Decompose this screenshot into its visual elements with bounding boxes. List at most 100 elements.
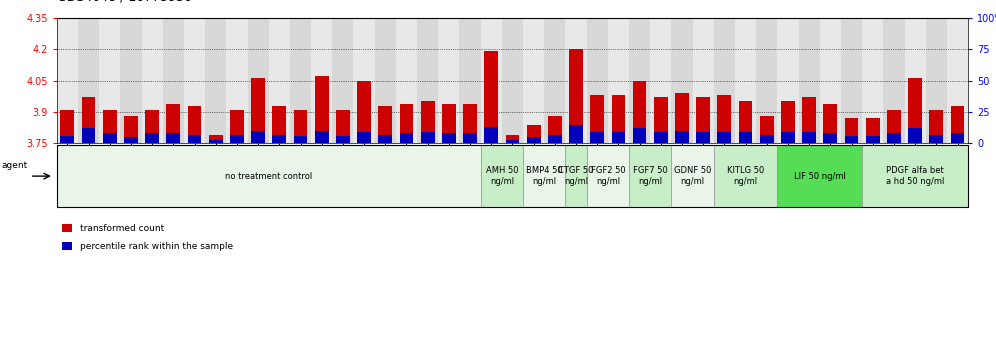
Bar (336, 136, 350, 143)
Bar (358, 132, 371, 143)
Bar (442, 133, 456, 143)
Bar (187, 105, 201, 143)
Bar (866, 118, 879, 143)
Text: PDGF alfa bet
a hd 50 ng/ml: PDGF alfa bet a hd 50 ng/ml (885, 166, 944, 186)
Bar (566, 18, 587, 143)
Bar (802, 97, 816, 143)
Bar (463, 104, 477, 143)
Text: BMP4 50
ng/ml: BMP4 50 ng/ml (526, 166, 563, 186)
Text: agent: agent (2, 161, 28, 170)
Bar (417, 18, 438, 143)
Bar (61, 110, 75, 143)
Bar (209, 135, 223, 143)
Bar (632, 80, 646, 143)
Bar (527, 137, 541, 143)
Bar (463, 133, 477, 143)
Bar (311, 18, 333, 143)
Bar (100, 18, 121, 143)
Bar (523, 18, 544, 143)
Bar (315, 131, 329, 143)
Text: FGF2 50
ng/ml: FGF2 50 ng/ml (591, 166, 625, 186)
Text: no treatment control: no treatment control (225, 172, 313, 181)
Bar (569, 125, 583, 143)
Bar (506, 135, 519, 143)
Bar (145, 133, 159, 143)
Bar (654, 97, 667, 143)
Bar (484, 127, 498, 143)
Bar (802, 132, 816, 143)
Text: FGF7 50
ng/ml: FGF7 50 ng/ml (632, 166, 667, 186)
Bar (502, 18, 523, 143)
Text: transformed count: transformed count (80, 224, 164, 233)
Bar (484, 51, 498, 143)
Bar (675, 93, 689, 143)
Bar (82, 128, 96, 143)
Bar (273, 105, 286, 143)
Bar (205, 18, 226, 143)
Bar (735, 18, 756, 143)
Bar (760, 116, 774, 143)
Bar (587, 18, 608, 143)
Bar (824, 104, 838, 143)
Bar (887, 133, 900, 143)
Bar (82, 97, 96, 143)
Bar (777, 18, 799, 143)
Bar (78, 18, 100, 143)
Bar (781, 102, 795, 143)
Bar (925, 18, 947, 143)
Bar (591, 95, 605, 143)
Bar (251, 79, 265, 143)
Bar (863, 18, 883, 143)
Bar (820, 18, 841, 143)
Bar (269, 18, 290, 143)
Bar (908, 79, 922, 143)
Bar (162, 18, 184, 143)
Bar (354, 18, 374, 143)
Bar (315, 76, 329, 143)
Bar (841, 18, 863, 143)
Bar (374, 18, 395, 143)
Text: CTGF 50
ng/ml: CTGF 50 ng/ml (559, 166, 594, 186)
Bar (124, 116, 137, 143)
Bar (548, 116, 562, 143)
Bar (866, 136, 879, 143)
Bar (569, 49, 583, 143)
Bar (121, 18, 141, 143)
Bar (226, 18, 248, 143)
Bar (61, 136, 75, 143)
Bar (103, 133, 117, 143)
Bar (294, 136, 308, 143)
Bar (481, 18, 502, 143)
Bar (166, 133, 180, 143)
Bar (671, 18, 692, 143)
Bar (904, 18, 925, 143)
Bar (883, 18, 904, 143)
Bar (781, 132, 795, 143)
Bar (845, 118, 859, 143)
Bar (544, 18, 566, 143)
Bar (395, 18, 417, 143)
Bar (692, 18, 714, 143)
Bar (887, 110, 900, 143)
Bar (824, 133, 838, 143)
Bar (459, 18, 481, 143)
Text: GDNF 50
ng/ml: GDNF 50 ng/ml (674, 166, 711, 186)
Bar (378, 105, 392, 143)
Bar (650, 18, 671, 143)
Text: LIF 50 ng/ml: LIF 50 ng/ml (794, 172, 846, 181)
Bar (358, 80, 371, 143)
Bar (184, 18, 205, 143)
Bar (756, 18, 777, 143)
Bar (608, 18, 629, 143)
Bar (420, 102, 434, 143)
Bar (378, 135, 392, 143)
Bar (399, 104, 413, 143)
Bar (950, 105, 964, 143)
Bar (399, 133, 413, 143)
Bar (248, 18, 269, 143)
Bar (908, 128, 922, 143)
Text: KITLG 50
ng/ml: KITLG 50 ng/ml (727, 166, 764, 186)
Bar (442, 104, 456, 143)
Bar (947, 18, 968, 143)
Bar (591, 132, 605, 143)
